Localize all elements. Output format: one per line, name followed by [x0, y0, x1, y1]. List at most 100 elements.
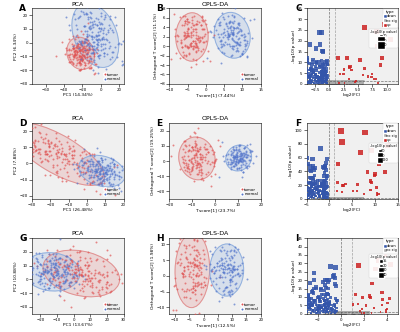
- Point: [334, 79, 340, 84]
- Point: [42, 151, 48, 156]
- Point: [350, 310, 356, 315]
- Point: [41, 261, 47, 267]
- Point: [70, 274, 76, 279]
- Point: [324, 194, 330, 200]
- Point: [326, 196, 332, 202]
- Point: [336, 309, 342, 315]
- Point: [326, 196, 332, 201]
- Point: [307, 302, 313, 307]
- Point: [74, 266, 81, 271]
- Point: [328, 311, 334, 316]
- Point: [340, 196, 346, 201]
- Point: [323, 167, 329, 173]
- Point: [349, 195, 355, 201]
- Point: [243, 152, 250, 157]
- Point: [193, 41, 199, 46]
- Point: [324, 62, 330, 67]
- Point: [247, 158, 253, 163]
- Point: [358, 309, 364, 314]
- Point: [41, 276, 47, 281]
- Point: [220, 269, 226, 275]
- Point: [330, 81, 336, 86]
- Point: [326, 79, 332, 84]
- Point: [333, 309, 339, 314]
- Point: [318, 74, 324, 80]
- Point: [314, 81, 321, 86]
- Point: [374, 185, 380, 190]
- Point: [338, 196, 344, 201]
- Point: [84, 281, 90, 287]
- Point: [316, 80, 322, 85]
- Point: [231, 264, 237, 269]
- Point: [183, 245, 190, 250]
- Point: [324, 195, 330, 201]
- Point: [182, 35, 189, 40]
- Point: [317, 81, 323, 86]
- Point: [46, 286, 52, 291]
- Point: [219, 50, 225, 55]
- Point: [308, 79, 314, 84]
- Point: [242, 38, 248, 43]
- Point: [337, 71, 343, 77]
- Point: [327, 80, 334, 85]
- Point: [170, 307, 176, 312]
- Point: [351, 79, 358, 84]
- Point: [32, 256, 39, 261]
- Point: [194, 280, 200, 286]
- Point: [85, 172, 92, 178]
- Point: [230, 43, 236, 49]
- Point: [80, 279, 87, 284]
- Point: [87, 167, 94, 172]
- Point: [312, 72, 319, 77]
- Point: [38, 271, 44, 276]
- Point: [182, 168, 188, 173]
- Point: [77, 53, 84, 58]
- Point: [334, 80, 341, 85]
- Point: [230, 154, 236, 159]
- Point: [194, 44, 200, 49]
- Point: [333, 195, 339, 201]
- Point: [66, 158, 72, 164]
- Point: [82, 159, 88, 164]
- Point: [357, 309, 364, 314]
- Point: [355, 309, 361, 314]
- Point: [340, 79, 346, 84]
- Point: [91, 173, 98, 178]
- Point: [324, 192, 331, 197]
- Point: [77, 56, 84, 62]
- Point: [189, 144, 196, 149]
- Point: [184, 32, 190, 38]
- Point: [320, 81, 326, 86]
- Point: [354, 309, 361, 314]
- Point: [79, 156, 86, 161]
- Point: [109, 160, 115, 165]
- Point: [90, 51, 97, 56]
- Point: [310, 57, 316, 62]
- Point: [44, 269, 50, 274]
- Point: [324, 196, 331, 201]
- Point: [54, 156, 60, 161]
- Point: [183, 294, 189, 300]
- Point: [321, 298, 328, 303]
- Point: [307, 81, 314, 86]
- Point: [324, 80, 331, 85]
- Point: [343, 309, 350, 314]
- Point: [72, 266, 78, 272]
- Point: [217, 274, 224, 280]
- Point: [228, 253, 234, 258]
- Point: [54, 267, 60, 272]
- Point: [322, 282, 328, 288]
- Point: [336, 309, 342, 314]
- Point: [348, 309, 354, 314]
- Point: [219, 288, 226, 293]
- Point: [321, 173, 328, 178]
- Point: [52, 169, 59, 174]
- Point: [324, 310, 330, 315]
- Point: [80, 47, 87, 52]
- Point: [346, 311, 352, 316]
- Point: [225, 289, 232, 294]
- Point: [229, 31, 236, 36]
- Point: [368, 310, 375, 315]
- Point: [212, 28, 219, 33]
- Point: [86, 58, 92, 63]
